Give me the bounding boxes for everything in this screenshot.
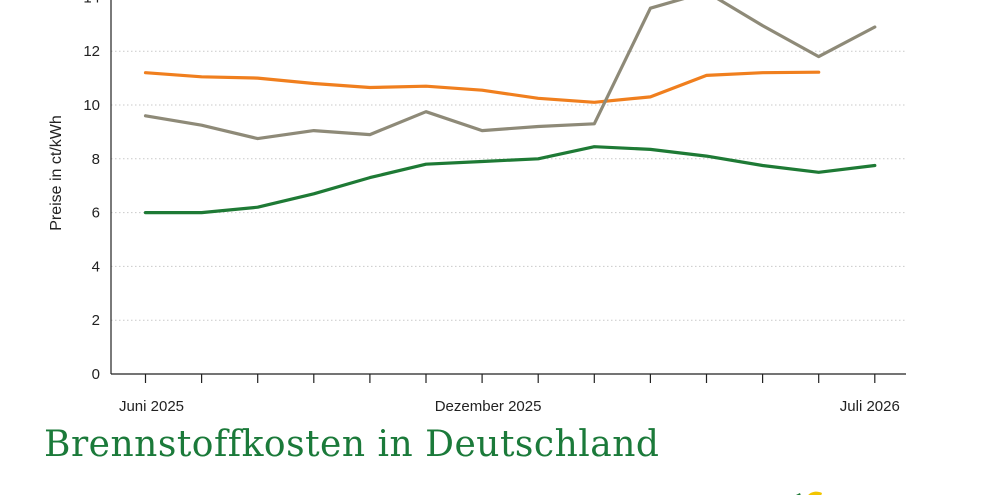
- logo-mark: [786, 486, 826, 495]
- y-tick-label-4: 4: [92, 258, 100, 275]
- y-tick-label-10: 10: [83, 97, 100, 114]
- x-tick-label-6: Dezember 2025: [435, 398, 542, 415]
- axes: [110, 0, 906, 375]
- page-title: Brennstoffkosten in Deutschland: [44, 424, 660, 465]
- x-axis-ticks: Juni 2025 Dezember 2025 Juli 2026: [119, 374, 900, 415]
- series-line-1: [143, 0, 877, 141]
- y-axis-ticks: 0 2 4 6 8 10 12 14: [83, 0, 100, 383]
- x-tick-label-13: Juli 2026: [840, 398, 900, 415]
- y-tick-label-8: 8: [92, 151, 100, 168]
- x-tick-label-0: Juni 2025: [119, 398, 184, 415]
- y-tick-label-0: 0: [92, 366, 100, 383]
- y-axis-title: Preise in ct/kWh: [48, 115, 65, 231]
- y-tick-label-2: 2: [92, 312, 100, 329]
- y-tick-label-6: 6: [92, 205, 100, 222]
- series-lines: [143, 0, 877, 215]
- series-line-0: [143, 70, 821, 104]
- line-chart: 0 2 4 6 8 10 12 14 Juni 2025 Dezember 2025 Juli 2…: [48, 0, 906, 415]
- y-tick-label-12: 12: [83, 43, 100, 60]
- series-line-2: [143, 145, 877, 215]
- y-tick-label-14: 14: [83, 0, 100, 6]
